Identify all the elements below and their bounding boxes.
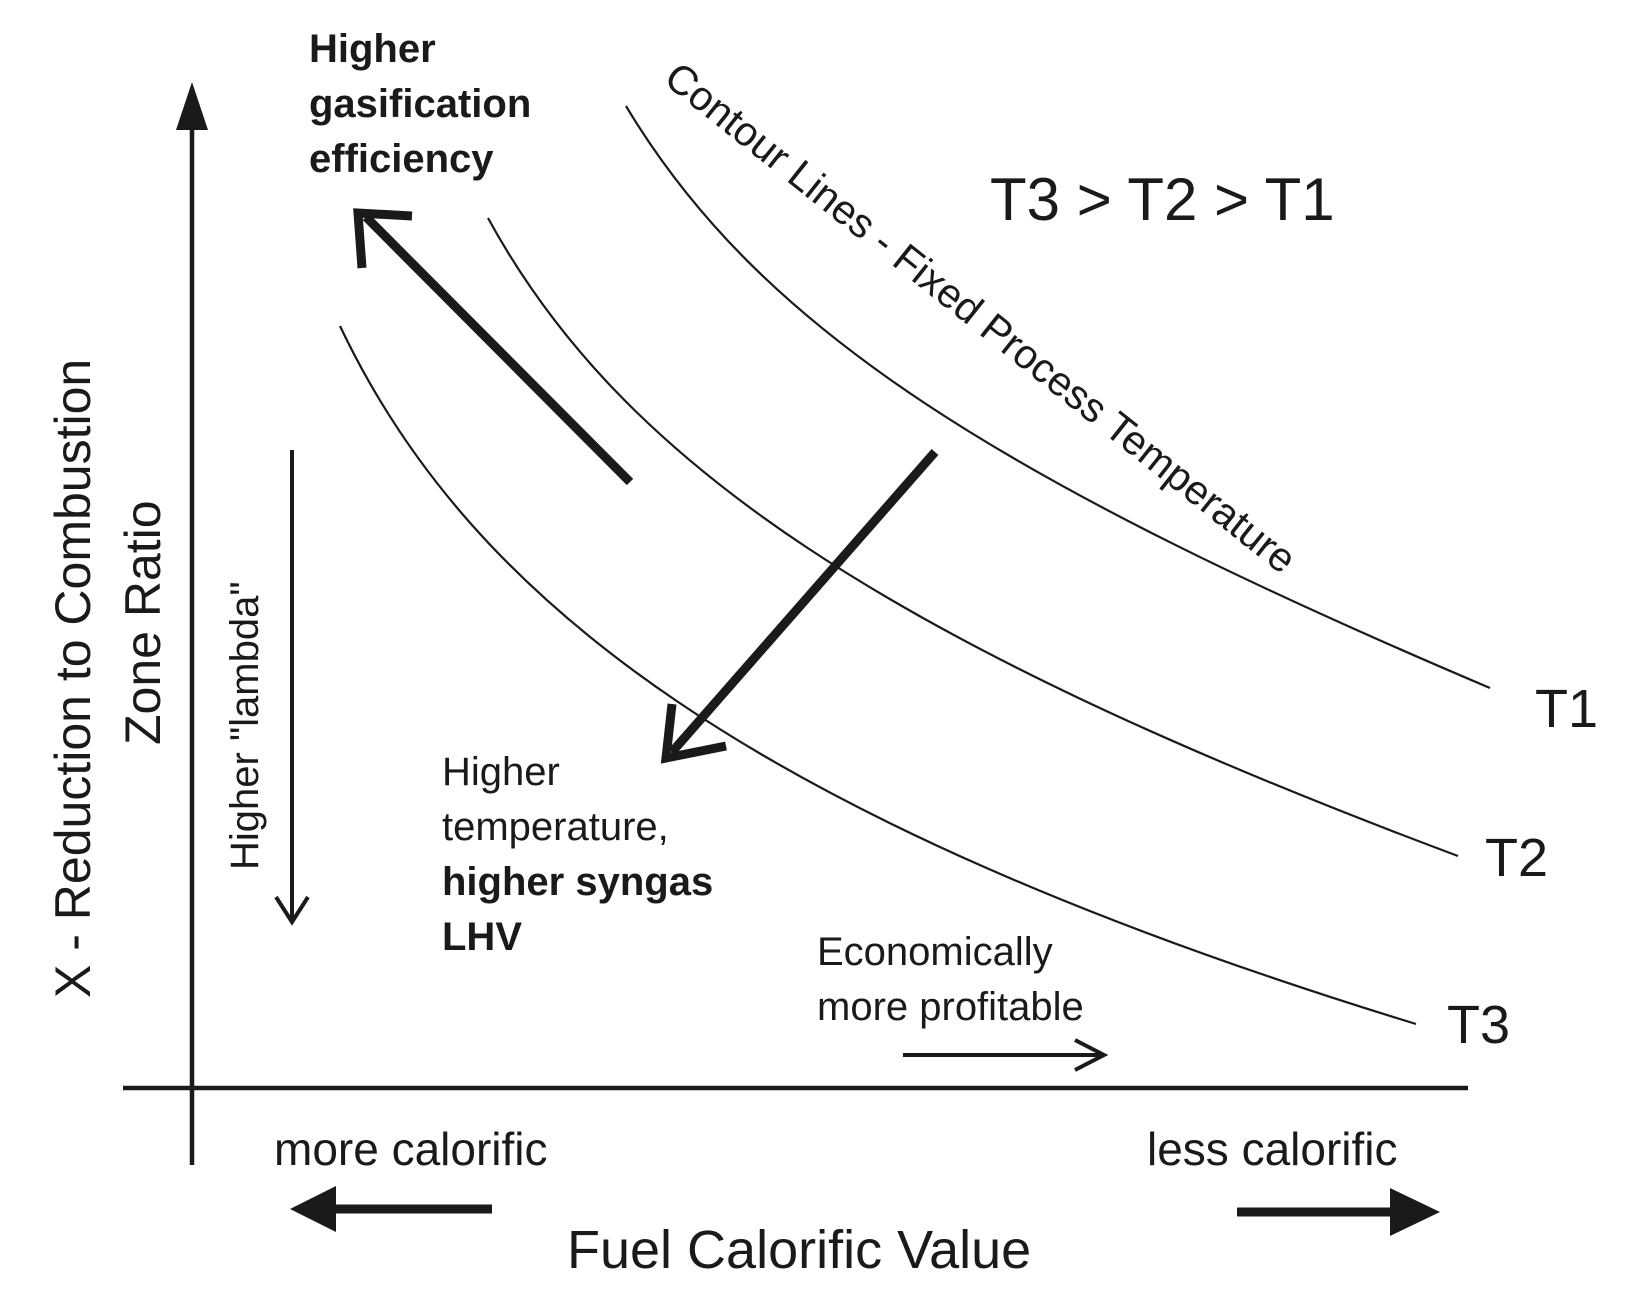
temperature-line-4: LHV <box>442 915 522 959</box>
temperature-label: Higher temperature, higher syngas LHV <box>442 750 724 959</box>
temperature-line-1: Higher <box>442 750 560 794</box>
y-axis-title-line-2: Zone Ratio <box>115 500 171 745</box>
temperature-order: T3 > T2 > T1 <box>990 166 1335 233</box>
gasification-efficiency-label: Higher gasification efficiency <box>309 27 542 181</box>
contour-caption: Contour Lines - Fixed Process Temperatur… <box>656 53 1305 582</box>
economic-line-1: Economically <box>817 930 1053 974</box>
temperature-arrow <box>668 449 939 755</box>
curve-label-t1: T1 <box>1535 679 1598 739</box>
curve-label-t3: T3 <box>1447 995 1510 1055</box>
gasification-line-2: gasification <box>309 82 531 126</box>
x-right-label: less calorific <box>1147 1123 1398 1175</box>
gasification-arrowhead <box>353 208 413 269</box>
temperature-line-2: temperature, <box>442 805 669 849</box>
x-left-label: more calorific <box>274 1123 548 1175</box>
x-axis-title: Fuel Calorific Value <box>567 1220 1031 1280</box>
economic-arrowhead <box>1074 1038 1109 1072</box>
y-axis-arrowhead <box>176 82 208 130</box>
curve-label-t2: T2 <box>1485 828 1548 888</box>
y-axis-title-line-1: X - Reduction to Combustion <box>45 359 101 998</box>
contour-curve-t1 <box>625 105 1491 690</box>
gasification-line-3: efficiency <box>309 137 494 181</box>
lambda-label: Higher "lambda" <box>223 581 267 870</box>
contour-curve-t2 <box>487 217 1459 858</box>
gasification-arrow <box>362 213 634 486</box>
contour-curve-t3 <box>339 325 1417 1026</box>
x-right-arrowhead <box>1390 1188 1440 1236</box>
temperature-arrowhead <box>660 703 727 764</box>
economic-line-2: more profitable <box>817 985 1084 1029</box>
temperature-line-3: higher syngas <box>442 860 713 904</box>
x-left-arrowhead <box>290 1186 336 1232</box>
lambda-arrowhead <box>274 895 310 926</box>
economic-label: Economically more profitable <box>817 930 1084 1029</box>
gasification-line-1: Higher <box>309 27 436 71</box>
